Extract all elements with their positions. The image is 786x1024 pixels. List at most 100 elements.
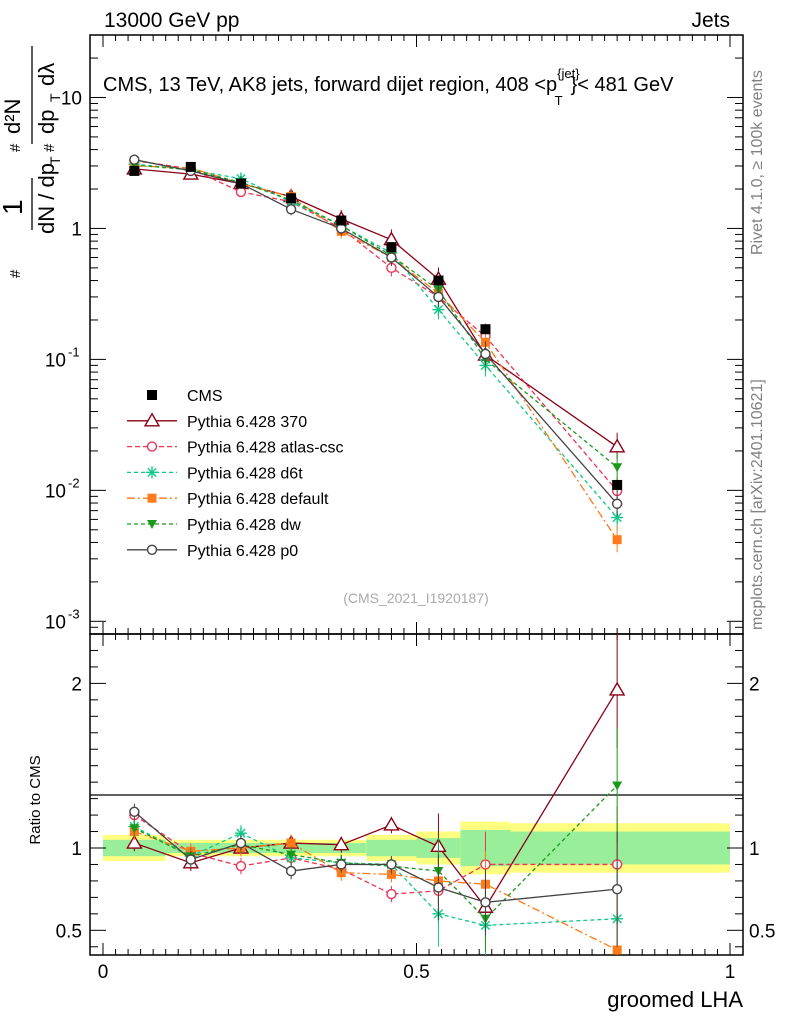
series-3-line <box>134 165 618 541</box>
ratio-y-tick-label: 2 <box>71 674 82 695</box>
series-0-ratio-point <box>126 834 143 849</box>
series-0-ratio-point <box>608 681 626 696</box>
series-0-ratio-point <box>383 816 400 831</box>
legend: CMS Pythia 6.428 370 Pythia 6.428 atlas-cs… <box>127 388 344 560</box>
legend-label-2: Pythia 6.428 d6t <box>187 465 303 482</box>
series-5-point <box>285 204 297 215</box>
asterisk-stroke <box>612 512 622 523</box>
asterisk-stroke <box>433 304 444 315</box>
legend-marker-3 <box>147 493 157 503</box>
chart-title: CMS, 13 TeV, AK8 jets, forward dijet reg… <box>103 66 674 108</box>
cms-point <box>129 165 140 176</box>
series-5-point <box>480 348 491 360</box>
svg-text:dλ: dλ <box>34 63 59 86</box>
main-series <box>126 154 626 553</box>
y-tick-label: 10 <box>45 612 66 633</box>
ratio-y-tick-label: 1 <box>71 839 82 860</box>
y-tick-label: 10 <box>61 88 82 109</box>
series-4-point <box>612 463 623 473</box>
y-tick-label: 1 <box>71 219 82 240</box>
legend-marker-1 <box>146 441 158 452</box>
series-4-ratio-point <box>612 781 623 791</box>
svg-text:#: # <box>7 143 24 152</box>
series-5-ratio-point <box>480 897 491 908</box>
series-3-ratio-line <box>134 830 618 951</box>
series-5-ratio-point <box>185 854 196 865</box>
x-tick-label: 0 <box>98 962 109 983</box>
series-1-ratio-line <box>133 814 618 895</box>
svg-text:#: # <box>7 269 24 278</box>
ratio-series <box>126 634 626 955</box>
series-5-ratio-point <box>235 837 247 849</box>
x-axis-label: groomed LHA <box>607 987 743 1012</box>
side-text: mcplots.cern.ch [arXiv:2401.10621] <box>749 379 766 630</box>
y-tick-exponent: -1 <box>68 344 80 359</box>
y-axis-label: # 1 dN / dp T # d²N # dp T dλ <box>0 46 63 278</box>
series-0-ratio-point <box>333 836 350 851</box>
series-5-ratio-point <box>285 865 297 877</box>
x-tick-label: 0.5 <box>403 962 429 983</box>
ratio-y-tick-label: 0.5 <box>56 921 82 942</box>
cms-point <box>480 324 491 335</box>
legend-label-5: Pythia 6.428 p0 <box>187 543 298 560</box>
series-5-ratio-point <box>386 859 397 870</box>
svg-text:T: T <box>47 156 63 165</box>
y-tick-label: 10 <box>45 481 66 502</box>
header-left: 13000 GeV pp <box>104 9 239 32</box>
x-tick-label: 1 <box>725 962 736 983</box>
svg-text:T: T <box>47 93 63 102</box>
header-right: Jets <box>691 9 730 32</box>
legend-label-3: Pythia 6.428 default <box>187 491 329 508</box>
band-inner <box>366 839 417 857</box>
legend-label-0: Pythia 6.428 370 <box>187 414 307 431</box>
y-tick-exponent: -3 <box>68 606 80 621</box>
series-0-point <box>608 438 626 453</box>
series-0-ratio-line <box>134 689 618 909</box>
series-5-point <box>129 154 140 165</box>
svg-text:dp: dp <box>34 110 59 134</box>
legend-marker-5 <box>146 544 158 555</box>
asterisk-stroke <box>147 467 157 478</box>
cms-point <box>612 479 623 490</box>
ratio-panel: 0 0.5 1 2 2 1 1 0.5 0.5 <box>56 633 775 983</box>
legend-label-1: Pythia 6.428 atlas-csc <box>187 440 344 457</box>
series-2-ratio-point <box>234 827 247 840</box>
cms-point <box>185 161 196 172</box>
cms-point <box>386 242 397 253</box>
band-inner <box>510 831 730 865</box>
svg-text:dN / dp: dN / dp <box>34 163 59 234</box>
ratio-y-tick-label-right: 2 <box>749 674 760 695</box>
svg-text:d²N: d²N <box>0 99 25 134</box>
legend-marker-4 <box>147 520 157 529</box>
series-5-point <box>433 291 444 303</box>
series-1-ratio-point <box>235 860 247 872</box>
series-5-point <box>611 498 623 509</box>
asterisk-stroke <box>236 828 246 838</box>
rivet-text: Rivet 4.1.0, ≥ 100k events <box>749 70 766 255</box>
ratio-y-tick-label-right: 1 <box>749 839 760 860</box>
legend-label-cms: CMS <box>187 388 223 405</box>
series-3-ratio-point <box>286 838 296 848</box>
series-3-ratio-point <box>612 945 622 955</box>
legend-label-4: Pythia 6.428 dw <box>187 517 301 534</box>
ratio-y-label: Ratio to CMS <box>27 755 44 844</box>
series-5-ratio-point <box>433 882 444 893</box>
series-5-ratio-point <box>336 859 347 870</box>
series-5-point <box>386 252 397 263</box>
cms-point <box>286 193 297 204</box>
svg-text:1: 1 <box>0 199 28 215</box>
legend-marker-0 <box>143 412 161 427</box>
legend-marker-cms <box>147 390 157 400</box>
series-4-ratio-line <box>134 784 618 920</box>
legend-marker-2 <box>146 466 158 479</box>
y-tick-exponent: -2 <box>68 475 80 490</box>
y-tick-label: 10 <box>45 350 66 371</box>
series-5-ratio-point <box>611 883 623 895</box>
analysis-watermark: (CMS_2021_I1920187) <box>343 590 489 606</box>
ratio-y-tick-label-right: 0.5 <box>749 921 775 942</box>
ratio-axis-ticks: 0 0.5 1 2 2 1 1 0.5 0.5 <box>56 634 775 983</box>
svg-text:#: # <box>41 143 58 152</box>
